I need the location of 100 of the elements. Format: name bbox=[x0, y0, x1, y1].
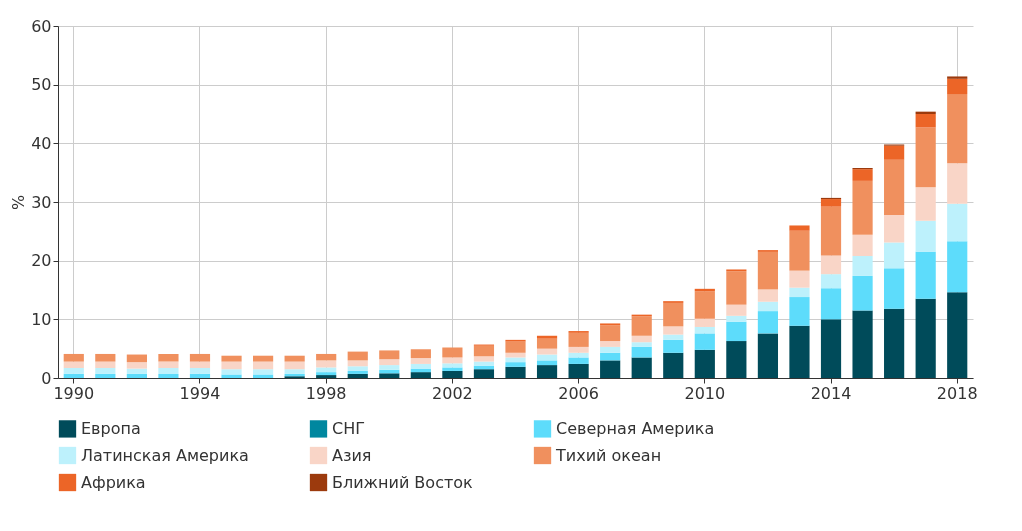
bar bbox=[820, 206, 842, 256]
bar bbox=[536, 360, 558, 366]
bar bbox=[95, 361, 116, 369]
bar bbox=[726, 315, 747, 322]
bar bbox=[726, 341, 747, 378]
bar bbox=[63, 353, 84, 362]
legend-label: Африка bbox=[81, 472, 146, 492]
bar bbox=[852, 234, 873, 256]
bar bbox=[852, 180, 873, 235]
bar bbox=[158, 353, 179, 362]
bar bbox=[757, 333, 779, 378]
bar bbox=[189, 353, 211, 362]
bar bbox=[663, 352, 684, 378]
bar bbox=[884, 268, 905, 309]
bar bbox=[852, 275, 873, 311]
bar bbox=[884, 159, 905, 215]
bar bbox=[947, 163, 968, 204]
bar bbox=[820, 319, 842, 378]
bar bbox=[757, 301, 779, 312]
y-tick-label: 40 bbox=[31, 133, 52, 153]
bar bbox=[884, 214, 905, 243]
bar bbox=[947, 203, 968, 242]
bar bbox=[884, 308, 905, 378]
bar bbox=[568, 346, 589, 353]
bar bbox=[947, 241, 968, 293]
bar bbox=[379, 365, 400, 370]
bar bbox=[505, 362, 526, 367]
bar bbox=[379, 359, 400, 366]
bar bbox=[505, 366, 526, 378]
bar bbox=[663, 339, 684, 353]
bar bbox=[158, 361, 179, 369]
bar bbox=[473, 361, 495, 366]
bar bbox=[789, 225, 810, 231]
bar bbox=[473, 345, 495, 357]
bar bbox=[820, 288, 842, 320]
bar bbox=[789, 325, 810, 378]
bar bbox=[915, 114, 936, 128]
bar bbox=[221, 355, 242, 362]
x-tick-label: 2014 bbox=[810, 383, 852, 403]
bar bbox=[600, 325, 621, 342]
bar bbox=[600, 341, 621, 347]
y-tick-label: 0 bbox=[41, 368, 52, 388]
bar bbox=[600, 352, 621, 361]
bar bbox=[757, 251, 779, 290]
bar bbox=[663, 302, 684, 327]
bar bbox=[536, 338, 558, 349]
bar bbox=[915, 251, 936, 299]
bar bbox=[789, 230, 810, 271]
bar bbox=[663, 334, 684, 340]
bar bbox=[884, 145, 905, 160]
bar bbox=[694, 333, 715, 350]
bar bbox=[505, 357, 526, 363]
x-tick-label: 1994 bbox=[179, 383, 221, 403]
bar bbox=[915, 127, 936, 188]
bar bbox=[757, 289, 779, 302]
bar bbox=[410, 372, 431, 378]
bar bbox=[379, 373, 400, 378]
bar bbox=[63, 373, 84, 378]
bar bbox=[473, 356, 495, 362]
y-tick-label: 50 bbox=[31, 75, 52, 95]
bar bbox=[63, 368, 84, 374]
bar bbox=[694, 291, 715, 319]
bar bbox=[252, 374, 274, 378]
y-tick-label: 60 bbox=[31, 16, 52, 36]
legend-label: Ближний Восток bbox=[332, 472, 474, 492]
y-tick-label: 20 bbox=[31, 251, 52, 271]
bar bbox=[95, 373, 116, 378]
bar bbox=[568, 357, 589, 364]
bar bbox=[757, 311, 779, 334]
bar bbox=[442, 363, 463, 368]
bar bbox=[505, 341, 526, 353]
bar bbox=[947, 94, 968, 164]
bar bbox=[252, 369, 274, 375]
bar bbox=[316, 360, 337, 368]
bar bbox=[820, 255, 842, 275]
bar bbox=[347, 373, 368, 378]
bar bbox=[442, 370, 463, 378]
bar bbox=[820, 274, 842, 289]
bar bbox=[568, 332, 589, 347]
x-tick-label: 2002 bbox=[432, 383, 473, 403]
bar bbox=[884, 242, 905, 269]
legend-label: Европа bbox=[81, 418, 141, 438]
y-tick-label: 10 bbox=[31, 309, 52, 329]
bar bbox=[915, 187, 936, 221]
bar bbox=[347, 370, 368, 374]
bar bbox=[631, 346, 652, 358]
bar bbox=[789, 270, 810, 288]
bar bbox=[316, 353, 337, 361]
bar bbox=[221, 374, 242, 378]
bar bbox=[158, 373, 179, 378]
bar bbox=[126, 373, 147, 378]
bar bbox=[189, 373, 211, 378]
bar bbox=[726, 271, 747, 305]
bar bbox=[536, 348, 558, 355]
bar bbox=[410, 349, 431, 359]
bar bbox=[410, 358, 431, 364]
bar bbox=[789, 297, 810, 326]
bar bbox=[410, 363, 431, 369]
bar bbox=[252, 355, 274, 362]
bar bbox=[536, 365, 558, 378]
